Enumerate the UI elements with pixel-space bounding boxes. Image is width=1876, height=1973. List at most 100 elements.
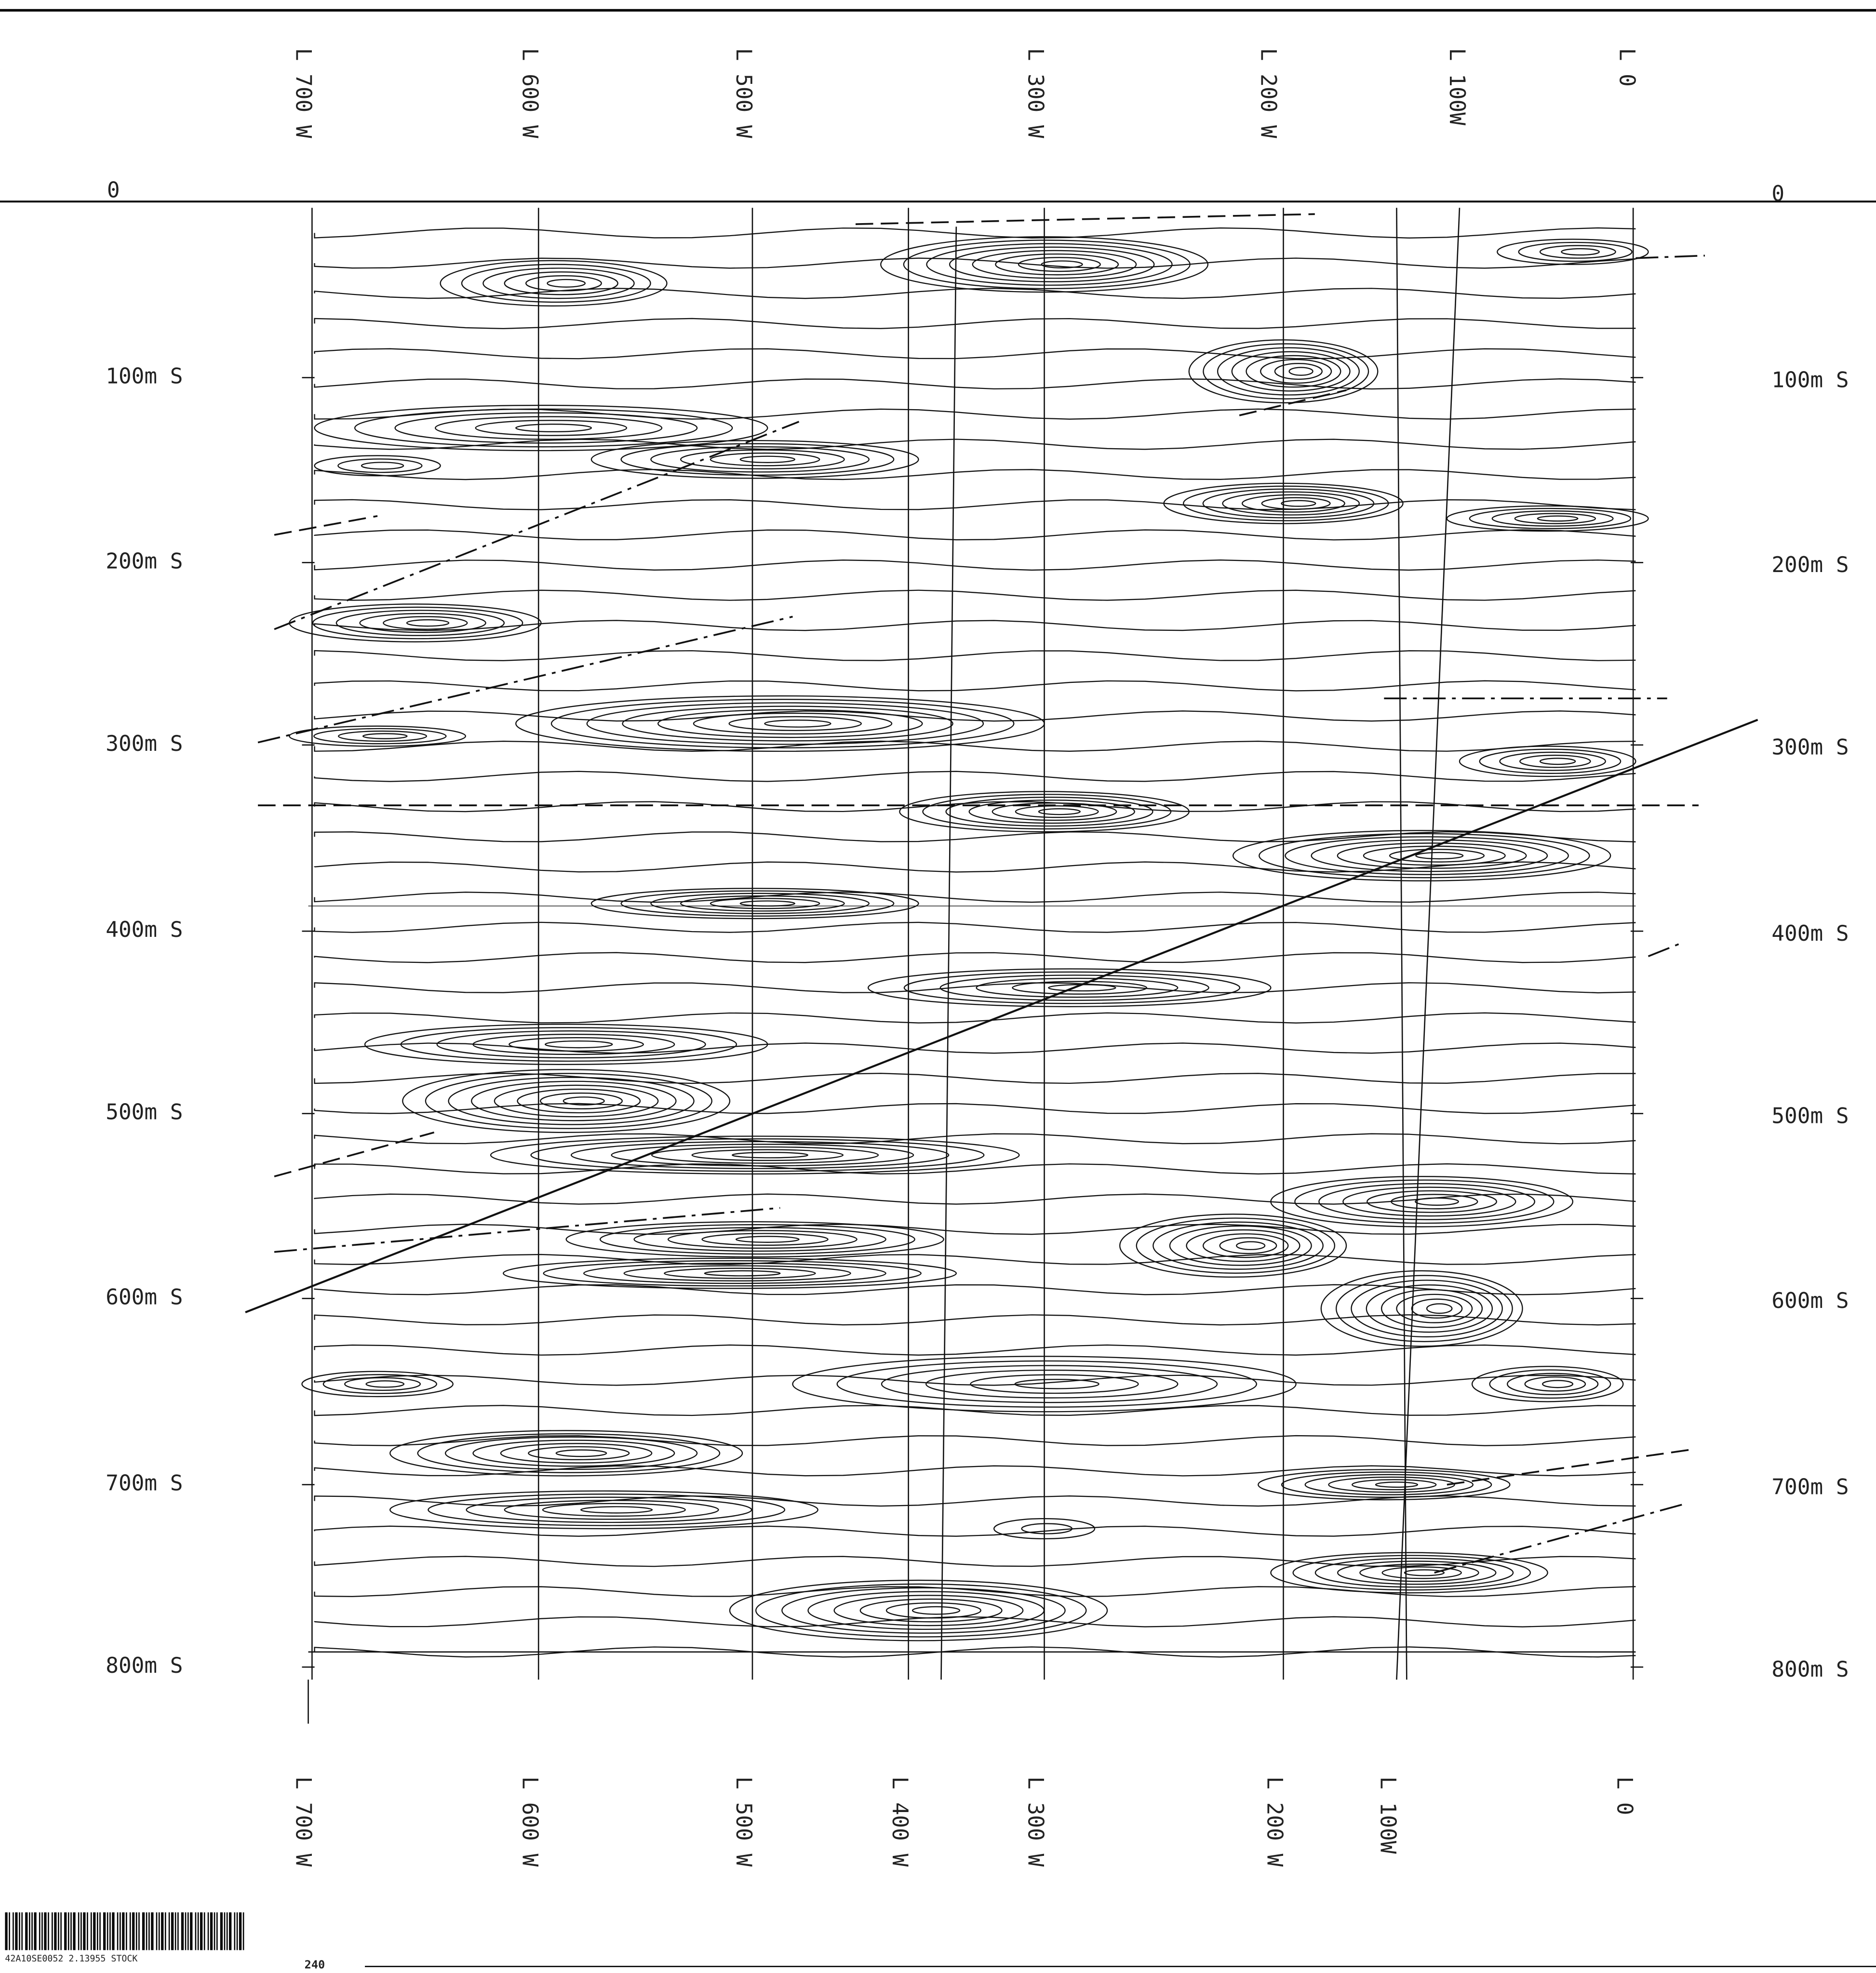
barcode-bar: [158, 1912, 160, 1950]
contour: [1270, 1552, 1548, 1594]
barcode-bar: [242, 1912, 244, 1950]
contour: [1524, 1376, 1586, 1392]
contour: [542, 1503, 686, 1517]
contour: [1119, 1213, 1347, 1278]
contour: [1342, 1186, 1516, 1217]
contour: [970, 1374, 1139, 1394]
conductor-axis: [245, 719, 1758, 1314]
barcode-bar: [70, 1912, 72, 1950]
contour: [314, 288, 1636, 299]
contour: [1506, 1373, 1599, 1395]
contour: [515, 695, 1045, 752]
contour: [1183, 485, 1389, 521]
contour: [691, 1149, 844, 1161]
contour: [972, 250, 1137, 279]
contour: [314, 1012, 1636, 1024]
interpreted-conductor: [1434, 1503, 1687, 1574]
contour: [1519, 755, 1591, 768]
contour: [701, 1233, 829, 1246]
contour: [500, 1443, 653, 1464]
line-label: L 100W: [1445, 48, 1469, 126]
contour: [364, 1024, 768, 1066]
interpreted-conductor: [1239, 389, 1347, 416]
barcode-bar: [44, 1912, 47, 1950]
interpreted-conductor: [274, 1132, 435, 1177]
barcode-bar: [83, 1912, 86, 1950]
contour: [555, 1449, 607, 1457]
contour: [1292, 1555, 1531, 1591]
contour: [925, 1369, 1179, 1399]
barcode-bar: [9, 1912, 10, 1950]
contour: [1561, 248, 1600, 256]
contour: [1152, 1221, 1324, 1270]
contour: [599, 1224, 915, 1255]
survey-line: [1396, 208, 1407, 1680]
contour: [1389, 849, 1485, 863]
contour: [314, 1253, 1636, 1266]
contour: [1471, 1366, 1624, 1402]
contour: [314, 861, 1636, 873]
line-label: L 300 W: [1023, 1776, 1048, 1866]
contour: [651, 1146, 879, 1164]
contour: [539, 1093, 623, 1110]
contour: [1203, 343, 1369, 400]
contour: [417, 1433, 721, 1473]
contour: [354, 408, 733, 448]
contour: [466, 1496, 752, 1523]
contours: [289, 227, 1649, 1658]
contour: [314, 559, 1636, 571]
barcode-bar: [185, 1912, 187, 1950]
contour: [314, 1616, 1636, 1627]
contour: [739, 455, 796, 463]
barcode-bar: [15, 1912, 18, 1950]
contour: [1497, 239, 1649, 265]
contour: [1335, 1275, 1513, 1342]
contour: [314, 620, 1636, 631]
barcode-bar: [103, 1912, 106, 1950]
line-label: L 200 W: [1262, 1776, 1287, 1866]
station-label: 800m S: [1771, 1657, 1849, 1682]
contour: [365, 1380, 405, 1388]
contour: [434, 416, 663, 440]
contour: [922, 794, 1172, 830]
station-label: 200m S: [1771, 553, 1849, 577]
contour: [1311, 839, 1548, 872]
labels: L 700 W L 600 W L 500 W L 300 W L 200 W L 100…: [106, 48, 1849, 1867]
contour: [565, 1221, 944, 1258]
contour: [1404, 1569, 1445, 1576]
contour: [530, 1138, 985, 1172]
contour: [1231, 351, 1351, 392]
barcode-bar: [25, 1912, 28, 1950]
contour: [911, 1606, 961, 1615]
contour: [494, 1084, 659, 1118]
barcode-bar: [214, 1912, 215, 1950]
barcode-bar: [177, 1912, 179, 1950]
contour: [1539, 245, 1616, 259]
barcode-bar: [203, 1912, 205, 1950]
contour: [1415, 852, 1464, 860]
contour: [313, 728, 447, 745]
contour: [1351, 1280, 1503, 1338]
contour: [444, 1436, 698, 1470]
station-label: 100m S: [1771, 368, 1849, 392]
interpreted-conductor: [257, 615, 793, 744]
contour: [314, 650, 1636, 661]
contour: [1304, 1474, 1474, 1495]
contour: [314, 740, 1636, 752]
survey-line: [940, 227, 957, 1680]
line-label: L 700 W: [291, 48, 315, 138]
contour: [650, 446, 870, 473]
barcode-bar: [187, 1912, 189, 1950]
line-label: L 0: [1612, 1776, 1636, 1815]
barcode-bar: [129, 1912, 131, 1950]
barcode-bar: [236, 1912, 238, 1950]
contour: [939, 974, 1209, 1001]
contour: [338, 730, 428, 742]
contour: [1539, 758, 1576, 765]
contour: [1359, 1563, 1479, 1582]
contour: [289, 603, 542, 642]
contour: [436, 1030, 706, 1059]
station-label: 0: [1771, 182, 1784, 206]
contour: [755, 1583, 1087, 1638]
